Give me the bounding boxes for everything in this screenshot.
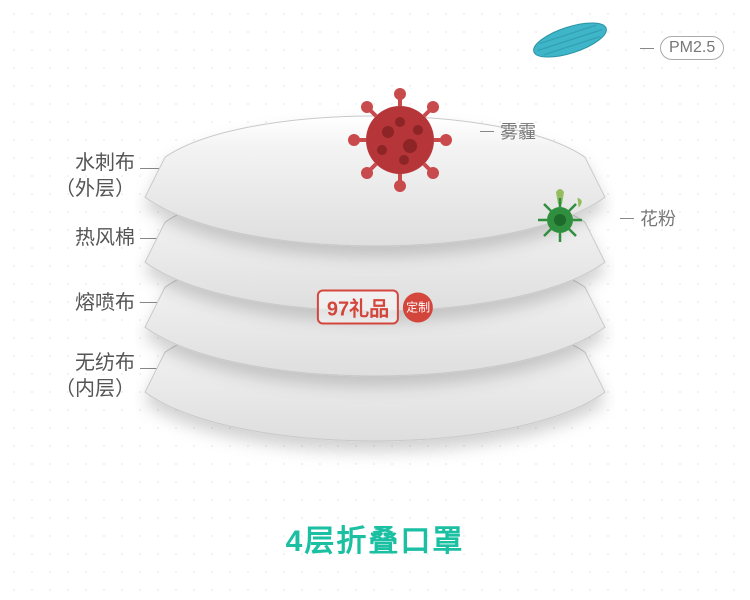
tick-icon bbox=[640, 48, 654, 49]
tick-icon bbox=[620, 218, 634, 219]
haze-label: 雾霾 bbox=[480, 118, 536, 144]
layer-stack bbox=[135, 87, 615, 467]
layer-2-text: 热风棉 bbox=[75, 227, 135, 249]
layer-label-4: 无纺布 （内层） bbox=[45, 350, 135, 402]
layers-svg bbox=[135, 87, 615, 467]
pollen-text: 花粉 bbox=[640, 205, 676, 231]
sheet-1 bbox=[145, 116, 605, 246]
pm25-text: PM2.5 bbox=[660, 36, 724, 60]
layer-label-2: 热风棉 bbox=[45, 225, 135, 251]
layer-label-3: 熔喷布 bbox=[45, 290, 135, 316]
pm25-label: PM2.5 bbox=[640, 36, 724, 60]
layer-1-text: 水刺布 bbox=[75, 152, 135, 174]
pollen-label: 花粉 bbox=[620, 205, 676, 231]
layer-4-sub: （内层） bbox=[45, 376, 135, 402]
layer-3-text: 熔喷布 bbox=[75, 292, 135, 314]
haze-text: 雾霾 bbox=[500, 118, 536, 144]
layer-4-text: 无纺布 bbox=[75, 352, 135, 374]
tick-icon bbox=[480, 131, 494, 132]
layer-label-1: 水刺布 （外层） bbox=[45, 150, 135, 202]
layer-1-sub: （外层） bbox=[45, 176, 135, 202]
page-title: 4层折叠口罩 bbox=[286, 516, 465, 560]
